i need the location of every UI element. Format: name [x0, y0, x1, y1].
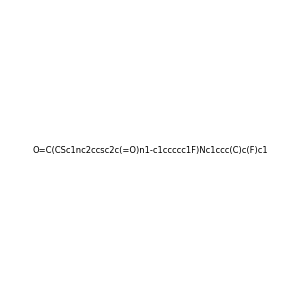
Text: O=C(CSc1nc2ccsc2c(=O)n1-c1ccccc1F)Nc1ccc(C)c(F)c1: O=C(CSc1nc2ccsc2c(=O)n1-c1ccccc1F)Nc1ccc… [32, 146, 268, 154]
